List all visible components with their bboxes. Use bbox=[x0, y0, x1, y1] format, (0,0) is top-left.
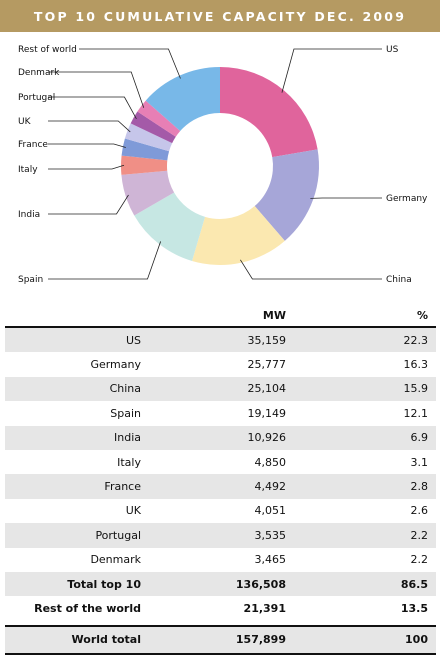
slice-label: France bbox=[18, 140, 48, 150]
cell-mw: 19,149 bbox=[141, 407, 286, 420]
cell-mw: 136,508 bbox=[141, 578, 286, 591]
leader-line bbox=[48, 97, 136, 119]
table-header: MW % bbox=[5, 304, 436, 328]
slice-label: Denmark bbox=[18, 68, 60, 78]
cell-name: Denmark bbox=[5, 553, 141, 566]
cell-mw: 3,535 bbox=[141, 529, 286, 542]
header-pct: % bbox=[286, 309, 428, 322]
cell-pct: 2.2 bbox=[286, 529, 428, 542]
cell-mw: 4,850 bbox=[141, 456, 286, 469]
cell-name: Portugal bbox=[5, 529, 141, 542]
cell-pct: 86.5 bbox=[286, 578, 428, 591]
leader-line bbox=[282, 49, 382, 93]
cell-name: World total bbox=[5, 633, 141, 646]
cell-mw: 10,926 bbox=[141, 431, 286, 444]
cell-mw: 21,391 bbox=[141, 602, 286, 615]
leader-line bbox=[48, 195, 128, 214]
cell-name: Italy bbox=[5, 456, 141, 469]
cell-name: Germany bbox=[5, 358, 141, 371]
slice-us bbox=[220, 67, 318, 157]
cell-pct: 2.6 bbox=[286, 504, 428, 517]
cell-pct: 13.5 bbox=[286, 602, 428, 615]
cell-pct: 12.1 bbox=[286, 407, 428, 420]
slice-label: China bbox=[386, 275, 412, 285]
donut-chart: US Germany China Spain India Italy France UK Por… bbox=[0, 32, 440, 300]
cell-name: India bbox=[5, 431, 141, 444]
leader-line bbox=[48, 121, 130, 132]
slice-label: Germany bbox=[386, 194, 428, 204]
world-total-row: World total 157,899 100 bbox=[5, 625, 436, 655]
cell-mw: 25,777 bbox=[141, 358, 286, 371]
cell-name: France bbox=[5, 480, 141, 493]
cell-pct: 6.9 bbox=[286, 431, 428, 444]
cell-mw: 157,899 bbox=[141, 633, 286, 646]
cell-mw: 25,104 bbox=[141, 382, 286, 395]
cell-mw: 4,051 bbox=[141, 504, 286, 517]
slice-label: UK bbox=[18, 117, 32, 127]
leader-line bbox=[48, 165, 124, 169]
leader-line bbox=[48, 241, 161, 279]
cell-pct: 2.2 bbox=[286, 553, 428, 566]
slice-label: India bbox=[18, 210, 40, 220]
leader-line bbox=[240, 260, 382, 279]
leader-line bbox=[79, 49, 180, 79]
cell-name: China bbox=[5, 382, 141, 395]
cell-pct: 16.3 bbox=[286, 358, 428, 371]
cell-mw: 3,465 bbox=[141, 553, 286, 566]
cell-pct: 3.1 bbox=[286, 456, 428, 469]
slice-label: Portugal bbox=[18, 93, 55, 103]
cell-name: UK bbox=[5, 504, 141, 517]
leader-line bbox=[48, 144, 126, 148]
cell-name: Spain bbox=[5, 407, 141, 420]
slice-label: Spain bbox=[18, 275, 43, 285]
header-mw: MW bbox=[141, 309, 286, 322]
cell-mw: 4,492 bbox=[141, 480, 286, 493]
cell-name: Rest of the world bbox=[5, 602, 141, 615]
leader-line bbox=[48, 72, 144, 108]
chart-title: TOP 10 CUMULATIVE CAPACITY DEC. 2009 bbox=[0, 0, 440, 32]
cell-pct: 22.3 bbox=[286, 334, 428, 347]
slice-label: US bbox=[386, 45, 399, 55]
cell-pct: 100 bbox=[286, 633, 428, 646]
slice-label: Rest of world bbox=[18, 45, 77, 55]
cell-name: Total top 10 bbox=[5, 578, 141, 591]
cell-mw: 35,159 bbox=[141, 334, 286, 347]
cell-pct: 2.8 bbox=[286, 480, 428, 493]
cell-pct: 15.9 bbox=[286, 382, 428, 395]
cell-name: US bbox=[5, 334, 141, 347]
slice-label: Italy bbox=[18, 165, 38, 175]
